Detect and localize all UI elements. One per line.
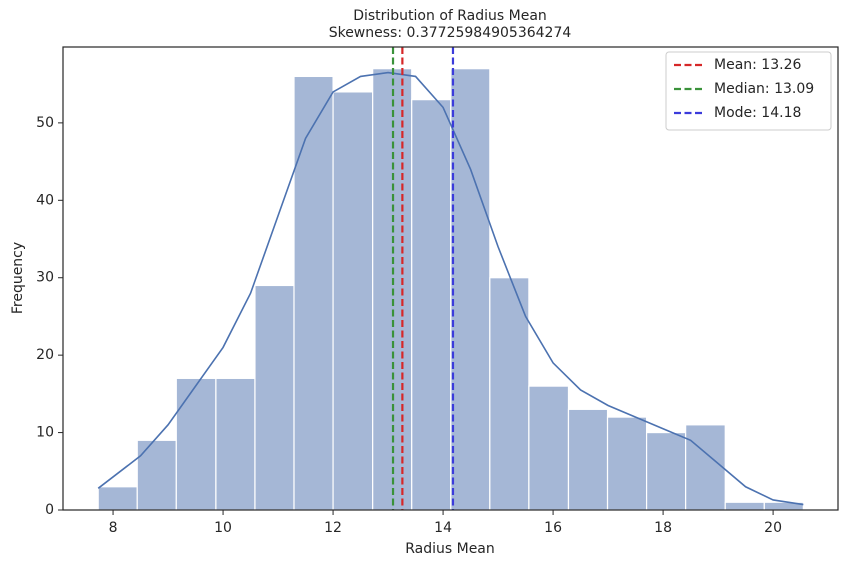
bar (175, 377, 217, 511)
x-tick-label: 8 (109, 520, 118, 536)
bar (136, 439, 177, 511)
legend-label: Mode: 14.18 (714, 105, 801, 121)
chart-title: Distribution of Radius Mean (353, 8, 547, 24)
bar (567, 408, 609, 511)
x-tick-label: 12 (324, 520, 342, 536)
y-tick-label: 0 (45, 502, 54, 518)
chart-subtitle: Skewness: 0.37725984905364274 (329, 25, 572, 41)
bar (685, 424, 726, 511)
bar (215, 377, 256, 511)
y-tick-label: 50 (36, 115, 54, 131)
x-tick-label: 14 (434, 520, 452, 536)
bar (450, 68, 491, 511)
bar (293, 75, 334, 511)
legend-box (665, 51, 832, 131)
bar (489, 277, 530, 511)
bar (645, 431, 687, 511)
bar (724, 501, 765, 511)
x-tick-label: 10 (214, 520, 232, 536)
x-axis-label: Radius Mean (405, 541, 495, 557)
bar (528, 385, 570, 511)
y-tick-label: 30 (36, 270, 54, 286)
bar (332, 91, 374, 511)
x-tick-label: 20 (764, 520, 782, 536)
legend-label: Mean: 13.26 (714, 57, 801, 73)
bar (411, 99, 452, 511)
x-tick-label: 16 (544, 520, 562, 536)
kde-line (97, 71, 804, 506)
plot-frame (62, 46, 839, 511)
bar (606, 416, 648, 511)
bar (254, 284, 295, 511)
y-tick-label: 10 (36, 425, 54, 441)
y-tick-label: 40 (36, 192, 54, 208)
legend-label: Median: 13.09 (714, 81, 814, 97)
bar (97, 486, 138, 511)
x-tick-label: 18 (654, 520, 672, 536)
y-tick-label: 20 (36, 347, 54, 363)
y-axis-label: Frequency (10, 242, 26, 314)
